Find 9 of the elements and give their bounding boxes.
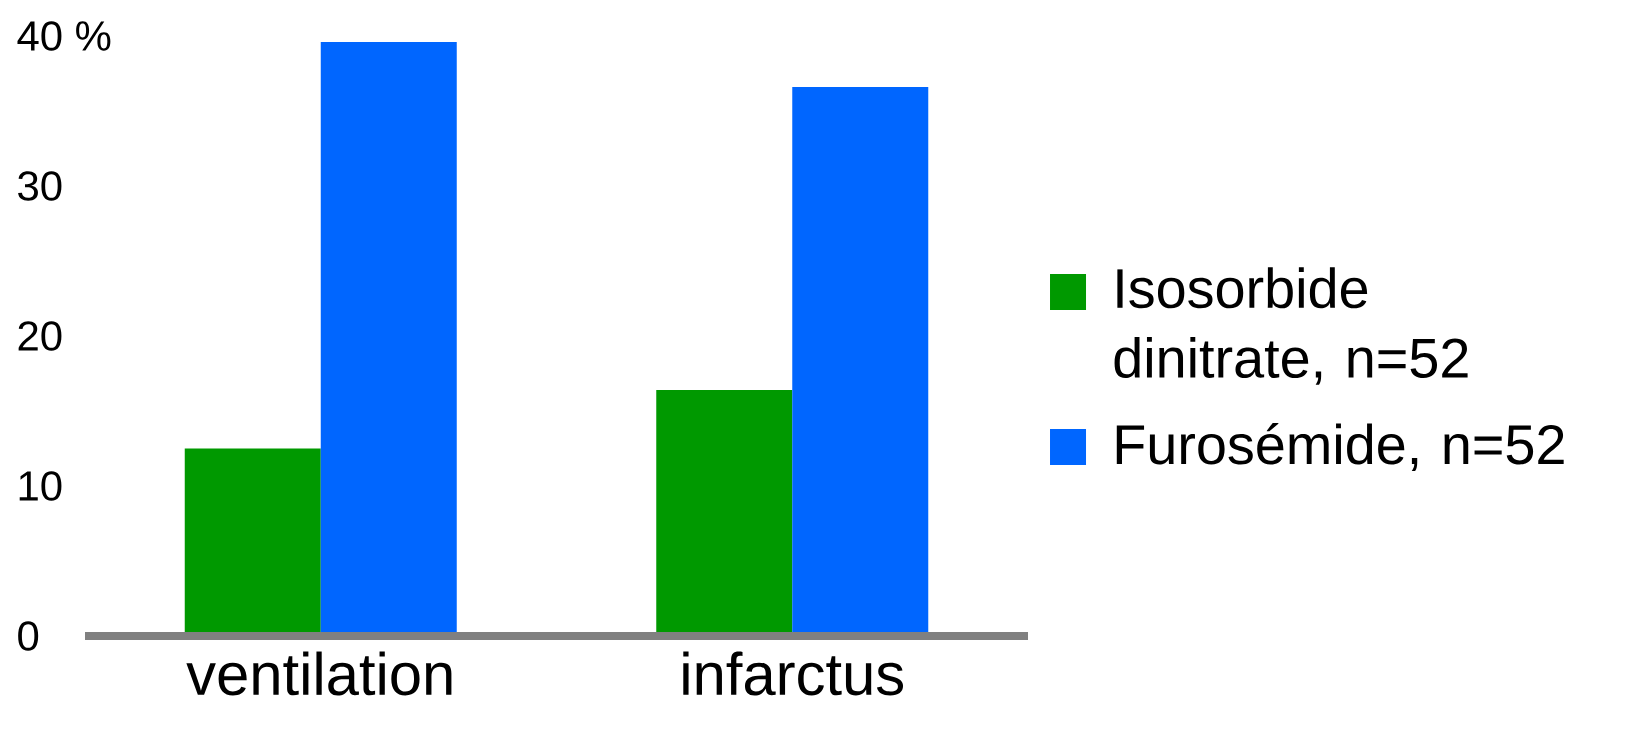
x-tick-label: ventilation	[186, 651, 452, 696]
legend-label: Isosorbide dinitrate, n=52	[1114, 267, 1468, 385]
y-tick-label: 40 %	[17, 21, 111, 51]
y-tick-label: 10	[19, 471, 62, 501]
x-tick-label: infarctus	[683, 651, 904, 696]
y-tick-label: 30	[18, 171, 62, 201]
legend-label: Furosémide, n=52	[1116, 422, 1564, 472]
y-tick-label: 0	[18, 621, 39, 651]
y-tick-label: 20	[18, 321, 62, 351]
